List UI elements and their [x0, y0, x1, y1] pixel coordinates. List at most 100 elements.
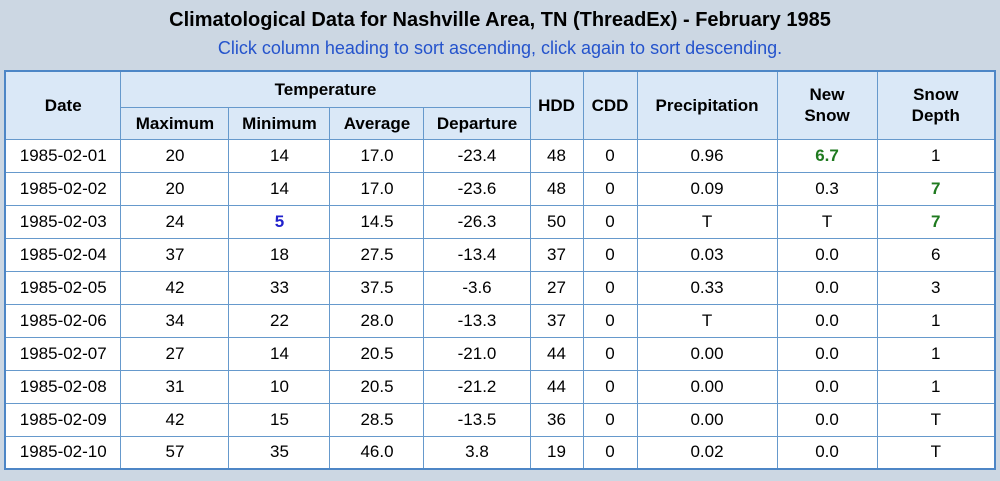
- maximum-cell: 57: [120, 435, 230, 470]
- snow-depth-cell: 1: [876, 303, 996, 338]
- table-row: 1985-02-05 42 33 37.5 -3.6 27 0 0.33 0.0 3: [4, 270, 996, 305]
- hdd-cell: 48: [529, 171, 584, 206]
- minimum-cell: 14: [228, 138, 331, 173]
- snow-depth-cell: 1: [876, 138, 996, 173]
- col-group-temperature[interactable]: Temperature: [120, 70, 531, 108]
- table-row: 1985-02-06 34 22 28.0 -13.3 37 0 T 0.0 1: [4, 303, 996, 338]
- departure-cell: 3.8: [423, 435, 531, 470]
- minimum-cell: 35: [228, 435, 331, 470]
- precipitation-cell: 0.00: [636, 402, 778, 437]
- new-snow-cell: 0.0: [776, 435, 878, 470]
- average-cell: 14.5: [329, 204, 425, 239]
- average-cell: 17.0: [329, 171, 425, 206]
- hdd-cell: 37: [529, 303, 584, 338]
- date-cell: 1985-02-07: [4, 336, 122, 371]
- average-cell: 28.5: [329, 402, 425, 437]
- col-header-precipitation[interactable]: Precipitation: [636, 70, 778, 140]
- date-cell: 1985-02-06: [4, 303, 122, 338]
- departure-cell: -23.4: [423, 138, 531, 173]
- new-snow-cell: 0.0: [776, 336, 878, 371]
- cdd-cell: 0: [582, 402, 638, 437]
- average-cell: 20.5: [329, 369, 425, 404]
- maximum-cell: 42: [120, 270, 230, 305]
- snow-depth-cell: T: [876, 402, 996, 437]
- minimum-cell: 10: [228, 369, 331, 404]
- cdd-cell: 0: [582, 270, 638, 305]
- precipitation-cell: T: [636, 204, 778, 239]
- new-snow-cell: 0.0: [776, 369, 878, 404]
- table-row: 1985-02-08 31 10 20.5 -21.2 44 0 0.00 0.0 1: [4, 369, 996, 404]
- table-row: 1985-02-01 20 14 17.0 -23.4 48 0 0.96 6.7 1: [4, 138, 996, 173]
- maximum-cell: 20: [120, 171, 230, 206]
- new-snow-cell: 0.3: [776, 171, 878, 206]
- cdd-cell: 0: [582, 171, 638, 206]
- date-cell: 1985-02-01: [4, 138, 122, 173]
- departure-cell: -13.3: [423, 303, 531, 338]
- average-cell: 46.0: [329, 435, 425, 470]
- departure-cell: -23.6: [423, 171, 531, 206]
- maximum-cell: 37: [120, 237, 230, 272]
- maximum-cell: 34: [120, 303, 230, 338]
- cdd-cell: 0: [582, 237, 638, 272]
- sort-instructions: Click column heading to sort ascending, …: [217, 38, 783, 58]
- col-header-date[interactable]: Date: [4, 70, 122, 140]
- climate-table-body: 1985-02-01 20 14 17.0 -23.4 48 0 0.96 6.7 1 1985-0…: [4, 138, 996, 470]
- hdd-cell: 44: [529, 369, 584, 404]
- minimum-cell: 14: [228, 336, 331, 371]
- new-snow-cell: T: [776, 204, 878, 239]
- minimum-cell: 14: [228, 171, 331, 206]
- col-header-maximum[interactable]: Maximum: [120, 106, 230, 140]
- col-header-minimum[interactable]: Minimum: [228, 106, 331, 140]
- date-cell: 1985-02-04: [4, 237, 122, 272]
- header-row-groups: Date Temperature HDD CDD Precipitation N…: [4, 70, 996, 140]
- maximum-cell: 42: [120, 402, 230, 437]
- hdd-cell: 36: [529, 402, 584, 437]
- page-title: Climatological Data for Nashville Area, …: [169, 9, 831, 31]
- date-cell: 1985-02-05: [4, 270, 122, 305]
- table-row: 1985-02-07 27 14 20.5 -21.0 44 0 0.00 0.0 1: [4, 336, 996, 371]
- precipitation-cell: T: [636, 303, 778, 338]
- col-header-average[interactable]: Average: [329, 106, 425, 140]
- precipitation-cell: 0.09: [636, 171, 778, 206]
- hdd-cell: 48: [529, 138, 584, 173]
- departure-cell: -13.5: [423, 402, 531, 437]
- precipitation-cell: 0.02: [636, 435, 778, 470]
- header-row-temperature-subcolumns: Maximum Minimum Average Departure: [5, 106, 995, 140]
- cdd-cell: 0: [582, 435, 638, 470]
- date-cell: 1985-02-10: [4, 435, 122, 470]
- snow-depth-cell: 1: [876, 369, 996, 404]
- col-header-snow-depth[interactable]: Snow Depth: [876, 70, 996, 140]
- cdd-cell: 0: [582, 336, 638, 371]
- col-header-departure[interactable]: Departure: [423, 106, 531, 140]
- snow-depth-cell: 7: [876, 171, 996, 206]
- snow-depth-cell: 6: [876, 237, 996, 272]
- col-header-cdd[interactable]: CDD: [582, 70, 638, 140]
- table-row: 1985-02-09 42 15 28.5 -13.5 36 0 0.00 0.0 T: [4, 402, 996, 437]
- snow-depth-cell: 3: [876, 270, 996, 305]
- precipitation-cell: 0.96: [636, 138, 778, 173]
- snow-depth-cell: 1: [876, 336, 996, 371]
- new-snow-cell: 0.0: [776, 303, 878, 338]
- col-header-hdd[interactable]: HDD: [529, 70, 584, 140]
- precipitation-cell: 0.00: [636, 369, 778, 404]
- average-cell: 27.5: [329, 237, 425, 272]
- cdd-cell: 0: [582, 204, 638, 239]
- hdd-cell: 50: [529, 204, 584, 239]
- departure-cell: -21.2: [423, 369, 531, 404]
- minimum-cell: 5: [228, 204, 331, 239]
- minimum-cell: 33: [228, 270, 331, 305]
- cdd-cell: 0: [582, 303, 638, 338]
- minimum-cell: 15: [228, 402, 331, 437]
- hdd-cell: 19: [529, 435, 584, 470]
- col-header-new-snow[interactable]: New Snow: [776, 70, 878, 140]
- snow-depth-cell: T: [876, 435, 996, 470]
- date-cell: 1985-02-02: [4, 171, 122, 206]
- average-cell: 28.0: [329, 303, 425, 338]
- hdd-cell: 44: [529, 336, 584, 371]
- new-snow-cell: 6.7: [776, 138, 878, 173]
- maximum-cell: 20: [120, 138, 230, 173]
- precipitation-cell: 0.03: [636, 237, 778, 272]
- cdd-cell: 0: [582, 138, 638, 173]
- maximum-cell: 27: [120, 336, 230, 371]
- departure-cell: -26.3: [423, 204, 531, 239]
